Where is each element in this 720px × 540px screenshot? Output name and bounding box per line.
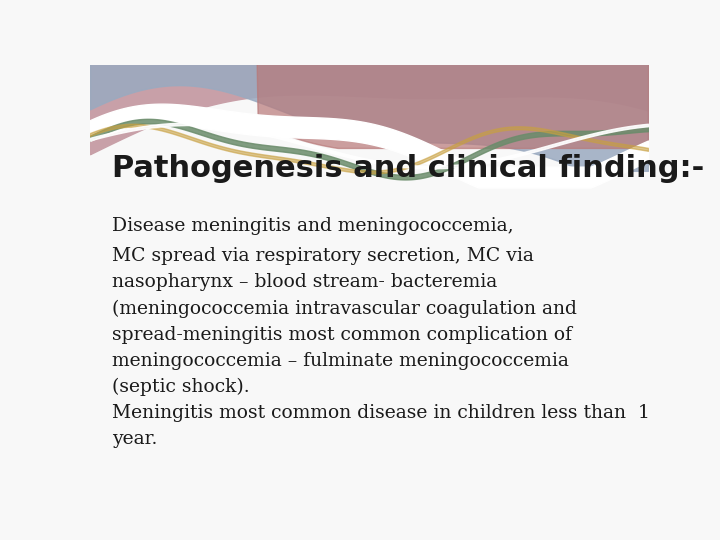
- Text: (septic shock).: (septic shock).: [112, 378, 250, 396]
- Text: spread-meningitis most common complication of: spread-meningitis most common complicati…: [112, 326, 572, 343]
- Text: year.: year.: [112, 430, 158, 448]
- Text: MC spread via respiratory secretion, MC via: MC spread via respiratory secretion, MC …: [112, 247, 534, 265]
- Text: Disease meningitis and meningococcemia,: Disease meningitis and meningococcemia,: [112, 217, 514, 234]
- Text: nasopharynx – blood stream- bacteremia: nasopharynx – blood stream- bacteremia: [112, 273, 498, 291]
- Text: Pathogenesis and clinical finding:-: Pathogenesis and clinical finding:-: [112, 154, 705, 183]
- Text: (meningococcemia intravascular coagulation and: (meningococcemia intravascular coagulati…: [112, 299, 577, 318]
- Text: meningococcemia – fulminate meningococcemia: meningococcemia – fulminate meningococce…: [112, 352, 570, 370]
- Text: Meningitis most common disease in children less than  1: Meningitis most common disease in childr…: [112, 404, 650, 422]
